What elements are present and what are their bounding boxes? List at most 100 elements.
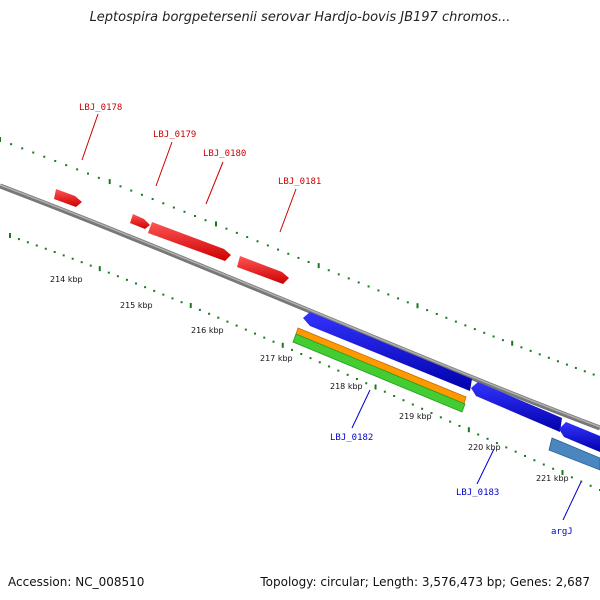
minor-tick — [266, 244, 269, 247]
steelblue-feature[interactable] — [548, 437, 600, 471]
chromosome-backbone-highlight — [0, 184, 600, 428]
minor-tick — [477, 433, 480, 436]
minor-tick — [162, 293, 165, 296]
minor-tick — [486, 437, 489, 440]
gene-LBJ_0182[interactable] — [303, 312, 472, 391]
minor-tick — [592, 373, 595, 376]
minor-tick — [547, 356, 550, 359]
minor-tick — [287, 252, 290, 255]
minor-tick — [235, 231, 238, 234]
minor-tick — [62, 254, 65, 257]
outer-tick-track — [0, 137, 595, 376]
leader-LBJ_0179 — [155, 141, 173, 187]
kbp-labels: 214 kbp 215 kbp 216 kbp 217 kbp 218 kbp … — [50, 275, 569, 483]
major-tick — [215, 221, 218, 227]
minor-tick — [397, 297, 400, 300]
label-LBJ_0180[interactable]: LBJ_0180 — [203, 149, 246, 159]
minor-tick — [473, 328, 476, 331]
minor-tick — [589, 484, 592, 487]
green-feature[interactable] — [292, 333, 466, 413]
minor-tick — [337, 273, 340, 276]
minor-tick — [309, 357, 312, 360]
minor-tick — [439, 416, 442, 419]
minor-tick — [144, 286, 147, 289]
minor-tick — [217, 316, 220, 319]
leader-LBJ_0183 — [476, 448, 495, 485]
minor-tick — [580, 480, 583, 483]
tick-label: 219 kbp — [399, 412, 432, 421]
minor-tick — [194, 214, 197, 217]
gene-LBJ_0183[interactable] — [471, 382, 562, 432]
forward-genes — [54, 189, 289, 284]
label-LBJ_0182[interactable]: LBJ_0182 — [330, 433, 373, 443]
minor-tick — [406, 301, 409, 304]
minor-tick — [35, 244, 38, 247]
minor-tick — [76, 168, 79, 171]
minor-tick — [495, 442, 498, 445]
leader-LBJ_0180 — [205, 161, 224, 205]
minor-tick — [556, 360, 559, 363]
label-argJ[interactable]: argJ — [551, 527, 573, 537]
minor-tick — [430, 412, 433, 415]
minor-tick — [21, 147, 24, 150]
gene-LBJ_0180[interactable] — [148, 222, 231, 261]
minor-tick — [272, 340, 275, 343]
major-tick — [561, 470, 564, 476]
minor-tick — [367, 285, 370, 288]
minor-tick — [570, 476, 573, 479]
minor-tick — [135, 282, 138, 285]
minor-tick — [383, 390, 386, 393]
minor-tick — [172, 206, 175, 209]
label-LBJ_0179[interactable]: LBJ_0179 — [153, 130, 196, 140]
gene-argJ[interactable] — [559, 422, 600, 452]
label-LBJ_0181[interactable]: LBJ_0181 — [278, 177, 321, 187]
tick-label: 220 kbp — [468, 443, 501, 452]
minor-tick — [204, 219, 207, 222]
minor-tick — [524, 454, 527, 457]
minor-tick — [246, 236, 249, 239]
major-tick — [416, 303, 419, 309]
minor-tick — [43, 155, 46, 158]
minor-tick — [483, 331, 486, 334]
minor-tick — [54, 159, 57, 162]
minor-tick — [290, 348, 293, 351]
minor-tick — [552, 467, 555, 470]
minor-tick — [130, 189, 133, 192]
tick-label: 214 kbp — [50, 275, 83, 284]
minor-tick — [32, 151, 35, 154]
minor-tick — [492, 335, 495, 338]
minor-tick — [87, 172, 90, 175]
gene-LBJ_0181[interactable] — [237, 256, 289, 284]
minor-tick — [464, 324, 467, 327]
inner-tick-track — [9, 233, 600, 491]
minor-tick — [10, 143, 13, 146]
label-LBJ_0178[interactable]: LBJ_0178 — [79, 103, 122, 113]
minor-tick — [198, 308, 201, 311]
minor-tick — [107, 271, 110, 274]
minor-tick — [337, 369, 340, 372]
minor-tick — [533, 459, 536, 462]
major-tick — [9, 233, 11, 238]
minor-tick — [565, 363, 568, 366]
minor-tick — [226, 320, 229, 323]
minor-tick — [44, 247, 47, 250]
minor-tick — [183, 210, 186, 213]
minor-tick — [377, 289, 380, 292]
minor-tick — [263, 336, 266, 339]
gene-LBJ_0178[interactable] — [54, 189, 82, 207]
minor-tick — [26, 241, 29, 244]
major-tick — [0, 137, 1, 142]
minor-tick — [538, 353, 541, 356]
minor-tick — [445, 316, 448, 319]
topology-summary: Topology: circular; Length: 3,576,473 bp… — [260, 575, 590, 589]
minor-tick — [355, 378, 358, 381]
gene-LBJ_0179[interactable] — [130, 214, 150, 229]
minor-tick — [171, 297, 174, 300]
major-tick — [98, 266, 101, 272]
minor-tick — [327, 269, 330, 272]
label-LBJ_0183[interactable]: LBJ_0183 — [456, 488, 499, 498]
minor-tick — [53, 251, 56, 254]
minor-tick — [297, 256, 300, 259]
minor-tick — [151, 198, 154, 201]
